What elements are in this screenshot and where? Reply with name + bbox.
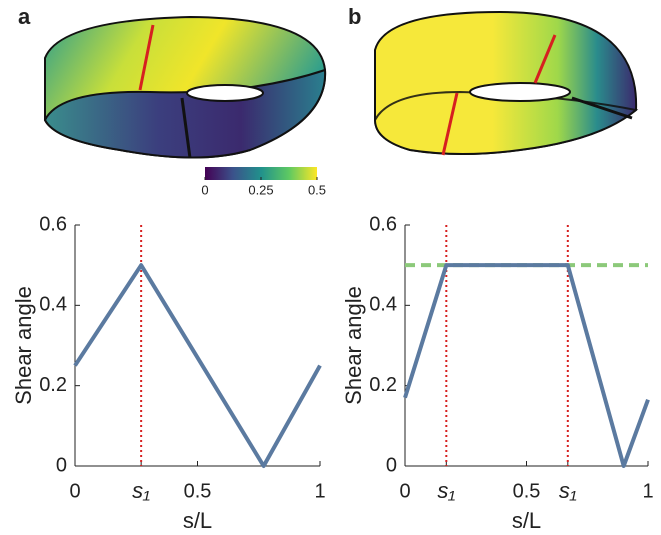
mobius-strip-b (373, 10, 639, 156)
mobius-strip-a (43, 15, 327, 159)
x-tick-label: s₁ (559, 478, 577, 503)
colorbar-tick-label: 0 (201, 182, 208, 197)
y-axis-label: Shear angle (341, 286, 366, 405)
y-tick-label: 0 (386, 454, 397, 476)
x-tick-label: s₁ (132, 478, 150, 503)
y-tick-label: 0.6 (369, 213, 397, 235)
x-tick-label: 0 (399, 480, 410, 502)
panel-label: a (18, 4, 31, 29)
x-tick-label: 0 (69, 480, 80, 502)
x-axis-label: s/L (183, 508, 212, 533)
y-tick-label: 0.4 (39, 294, 67, 316)
y-tick-label: 0.4 (369, 294, 397, 316)
y-tick-label: 0.2 (369, 374, 397, 396)
x-tick-label: s₁ (437, 478, 455, 503)
line-series (403, 263, 650, 468)
x-axis-label: s/L (512, 508, 541, 533)
colorbar-tick-label: 0.25 (248, 182, 273, 197)
y-tick-label: 0.6 (39, 213, 67, 235)
line-series (73, 263, 322, 468)
x-tick-label: 1 (642, 480, 653, 502)
x-tick-label: 0.5 (513, 480, 541, 502)
colorbar (205, 167, 317, 180)
colorbar-tick-label: 0.5 (308, 182, 326, 197)
y-tick-label: 0.2 (39, 374, 67, 396)
y-axis-label: Shear angle (11, 286, 36, 405)
x-tick-label: 0.5 (184, 480, 212, 502)
panel-label: b (348, 4, 361, 29)
y-tick-label: 0 (56, 454, 67, 476)
x-tick-label: 1 (314, 480, 325, 502)
